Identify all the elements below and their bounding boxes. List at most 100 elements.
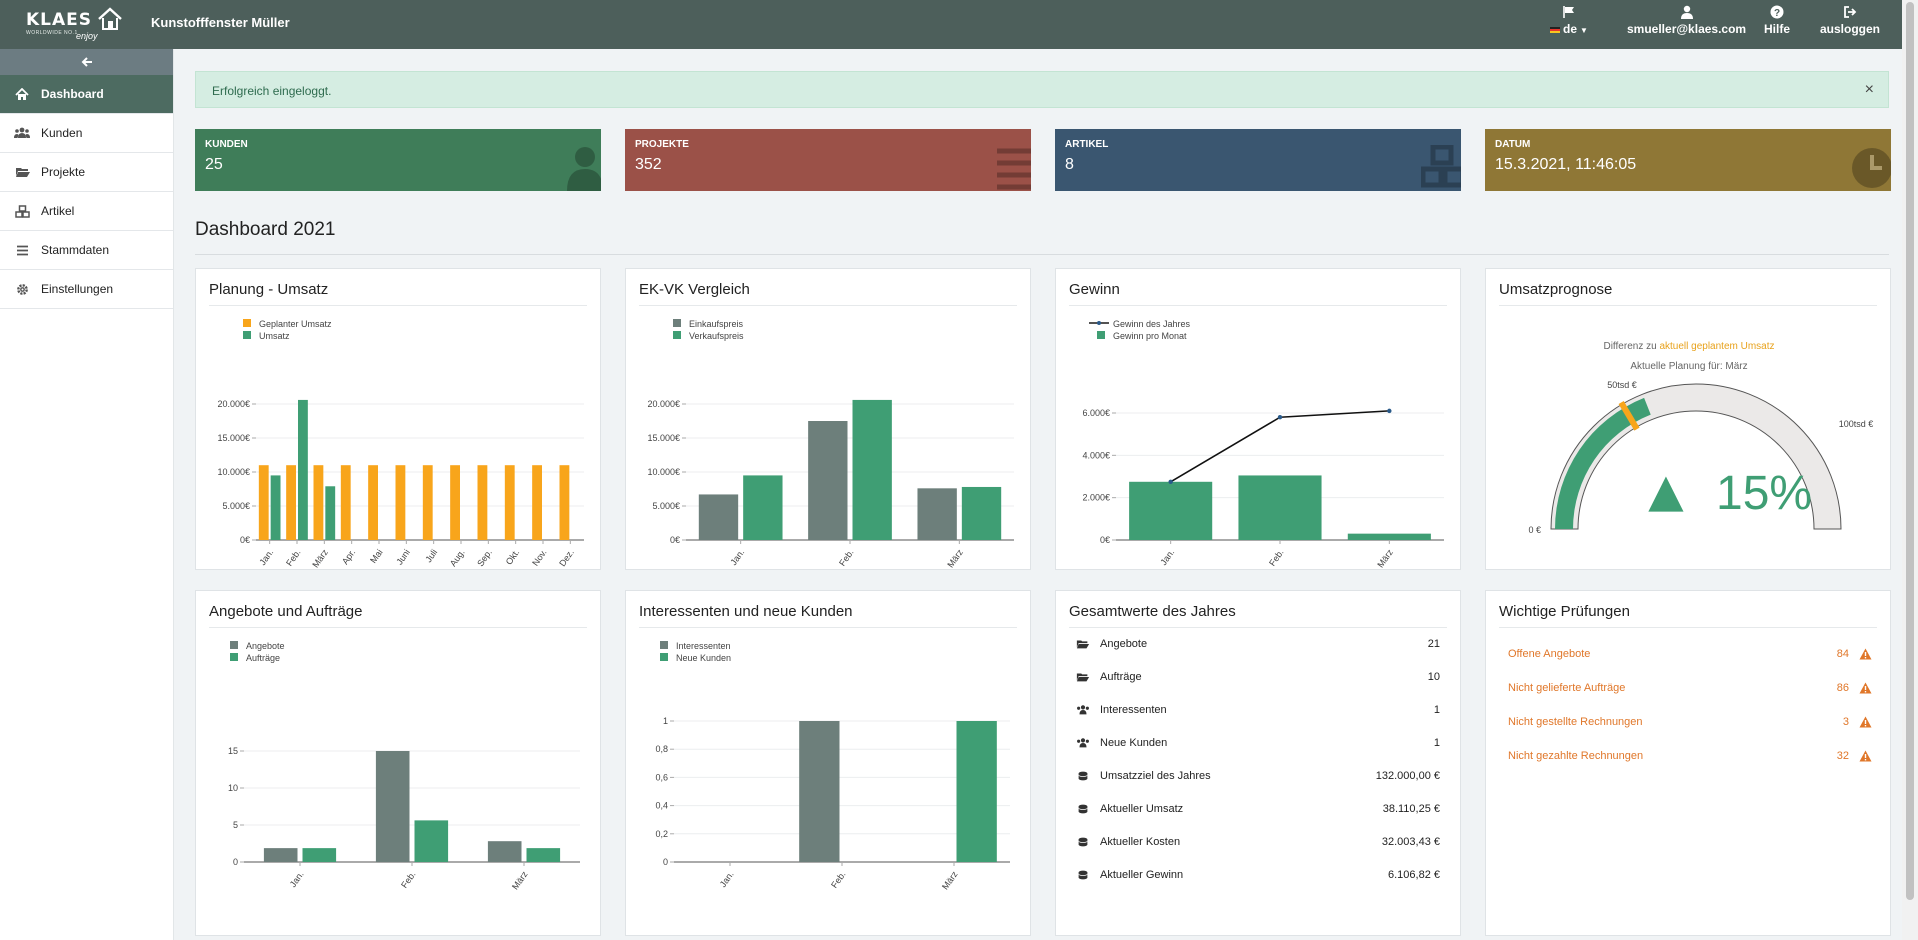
summary-row: Aktueller Umsatz 38.110,25 € xyxy=(1076,800,1440,818)
kpi-value: 352 xyxy=(635,156,662,173)
check-row[interactable]: Nicht gestellte Rechnungen 3 xyxy=(1508,714,1872,730)
card-divider xyxy=(1069,305,1447,306)
card-title: Umsatzprognose xyxy=(1499,281,1613,298)
page-scrollbar[interactable] xyxy=(1902,0,1918,940)
house-logo-icon xyxy=(98,7,122,30)
close-icon[interactable]: × xyxy=(1864,81,1874,98)
kpi-label: Projekte xyxy=(635,139,689,150)
help-icon: ? xyxy=(1770,5,1784,19)
card-wichtige-pruefungen: Wichtige Prüfungen Offene Angebote 84 Nich… xyxy=(1485,590,1891,936)
card-divider xyxy=(639,305,1017,306)
gauge-value-arc xyxy=(1555,397,1651,529)
help-label: Hilfe xyxy=(1764,22,1791,36)
check-count: 3 xyxy=(1842,716,1849,728)
section-divider xyxy=(195,254,1889,255)
legend-swatch xyxy=(1097,331,1105,339)
check-row[interactable]: Nicht gezahlte Rechnungen 32 xyxy=(1508,748,1872,764)
x-tick-label: Feb. xyxy=(829,869,848,889)
summary-row: Aktueller Gewinn 6.106,82 € xyxy=(1076,866,1440,884)
bar xyxy=(743,475,783,540)
german-flag-icon xyxy=(1550,26,1560,33)
legend-label: Verkaufspreis xyxy=(689,331,744,341)
kpi-label: Datum xyxy=(1495,139,1531,150)
kpi-datum[interactable]: Datum 15.3.2021, 11:46:05 xyxy=(1485,129,1891,191)
card-title: Interessenten und neue Kunden xyxy=(639,603,853,620)
x-tick-label: März xyxy=(945,547,965,569)
card-title: EK-VK Vergleich xyxy=(639,281,750,298)
legend-label: Gewinn pro Monat xyxy=(1113,331,1187,341)
logout-link[interactable]: ausloggen xyxy=(1820,5,1880,36)
y-tick-label: 0,6 xyxy=(655,772,668,782)
y-tick-label: 15.000€ xyxy=(217,433,250,443)
summary-value: 6.106,82 € xyxy=(1388,869,1440,881)
y-tick-label: 0€ xyxy=(670,535,680,545)
x-tick-label: Sep. xyxy=(475,547,494,568)
sidebar-item-artikel[interactable]: Artikel xyxy=(0,192,173,231)
check-row[interactable]: Nicht gelieferte Aufträge 86 xyxy=(1508,680,1872,696)
bar xyxy=(414,820,449,862)
sidebar-item-kunden[interactable]: Kunden xyxy=(0,114,173,153)
bar xyxy=(808,421,848,540)
sidebar-item-einstellungen[interactable]: Einstellungen xyxy=(0,270,173,309)
bar xyxy=(450,465,460,540)
gauge-caption-link[interactable]: aktuell geplantem Umsatz xyxy=(1659,341,1775,352)
y-tick-label: 0,2 xyxy=(655,829,668,839)
y-tick-label: 5 xyxy=(233,820,238,830)
summary-row: Aufträge 10 xyxy=(1076,668,1440,686)
arrow-left-icon xyxy=(81,57,92,67)
language-dropdown[interactable]: de ▼ xyxy=(1550,5,1588,36)
kpi-artikel[interactable]: Artikel 8 xyxy=(1055,129,1461,191)
warning-icon xyxy=(1859,716,1872,728)
summary-value: 21 xyxy=(1427,638,1440,650)
check-count: 32 xyxy=(1836,750,1849,762)
bar xyxy=(1238,475,1322,540)
card-title: Angebote und Aufträge xyxy=(209,603,363,620)
bar xyxy=(1129,481,1213,540)
sidebar-collapse-button[interactable] xyxy=(0,49,173,75)
logout-label: ausloggen xyxy=(1820,22,1881,36)
check-label: Nicht gestellte Rechnungen xyxy=(1508,716,1643,728)
sidebar-item-dashboard[interactable]: Dashboard xyxy=(0,75,173,114)
y-tick-label: 20.000€ xyxy=(647,399,680,409)
legend-swatch xyxy=(230,641,238,649)
check-row[interactable]: Offene Angebote 84 xyxy=(1508,646,1872,662)
summary-label: Neue Kunden xyxy=(1100,737,1168,749)
summary-label: Aktueller Umsatz xyxy=(1100,803,1184,815)
scrollbar-thumb[interactable] xyxy=(1906,2,1914,900)
bar xyxy=(477,465,488,540)
folder-icon xyxy=(15,168,30,177)
summary-label: Aktueller Kosten xyxy=(1100,836,1181,848)
bar xyxy=(375,751,410,862)
bar xyxy=(340,465,351,540)
x-tick-label: Dez. xyxy=(557,547,576,568)
bar xyxy=(270,475,281,540)
legend-label: Neue Kunden xyxy=(676,653,731,663)
sidebar-item-stammdaten[interactable]: Stammdaten xyxy=(0,231,173,270)
sidebar-item-projekte[interactable]: Projekte xyxy=(0,153,173,192)
klaes-logo[interactable]: KLAES WORLDWIDE NO.1 enjoy xyxy=(26,7,126,42)
bar xyxy=(325,486,336,540)
help-link[interactable]: ? Hilfe xyxy=(1764,5,1790,36)
y-tick-label: 4.000€ xyxy=(1082,450,1110,460)
kpi-value: 15.3.2021, 11:46:05 xyxy=(1495,156,1637,173)
card-angebote-auftraege: Angebote und Aufträge Angebote Aufträge 0 5… xyxy=(195,590,601,936)
y-tick-label: 5.000€ xyxy=(222,501,250,511)
bar xyxy=(961,486,1002,540)
y-tick-label: 5.000€ xyxy=(652,501,680,511)
bar xyxy=(298,399,308,540)
users-icon xyxy=(14,127,30,138)
x-tick-label: Okt. xyxy=(504,547,522,566)
user-menu[interactable]: smueller@klaes.com xyxy=(1627,5,1746,36)
gauge-planning-caption: Aktuelle Planung für: März xyxy=(1630,361,1748,372)
card-divider xyxy=(639,627,1017,628)
bar xyxy=(559,465,570,540)
money-icon xyxy=(1078,804,1088,814)
gauge-label-mid: 50tsd € xyxy=(1607,380,1637,390)
kpi-projekte[interactable]: Projekte 352 xyxy=(625,129,1031,191)
kpi-kunden[interactable]: Kunden 25 xyxy=(195,129,601,191)
y-tick-label: 0€ xyxy=(240,535,250,545)
bar xyxy=(698,494,739,540)
card-divider xyxy=(1069,627,1447,628)
kpi-label: Artikel xyxy=(1065,139,1109,150)
sidebar: Dashboard Kunden Projekte Artikel Stammd… xyxy=(0,49,174,940)
